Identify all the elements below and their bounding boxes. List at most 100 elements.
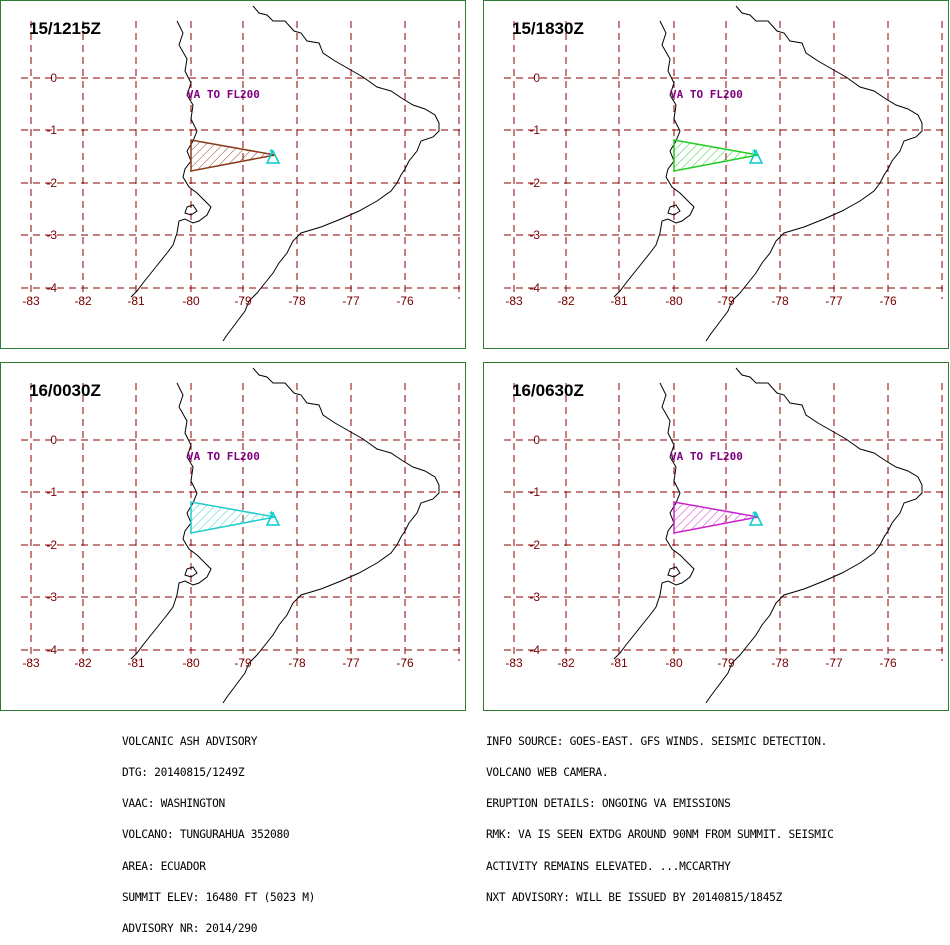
- latitude-label: -2: [46, 538, 57, 552]
- latitude-label: -3: [46, 228, 57, 242]
- coastline: [130, 5, 440, 342]
- panel-title: 15/1215Z: [29, 19, 101, 38]
- advisory-line: VOLCANO: TUNGURAHUA 352080: [122, 828, 290, 842]
- map-svg: * 0 -1 -2 -3 -4 -83 -82 -81 -80 -79 -78 -77 -76: [21, 5, 463, 342]
- ash-cloud-polygon: [190, 139, 276, 172]
- coastline: [613, 367, 923, 704]
- longitude-label: -81: [127, 656, 145, 670]
- ash-cloud-polygon: [673, 139, 759, 172]
- latitude-label: 0: [50, 433, 57, 447]
- advisory-line: AREA: ECUADOR: [122, 859, 206, 873]
- svg-text:*: *: [752, 148, 758, 159]
- advisory-line: ADVISORY NR: 2014/290: [122, 922, 258, 936]
- longitude-label: -76: [879, 656, 897, 670]
- panel-1: * 0 -1 -2 -3 -4 -83 -82 -81 -80 -79 -78 -77 -76 15/12…: [0, 0, 466, 349]
- panel-title: 16/0630Z: [512, 381, 584, 400]
- latitude-label: -4: [529, 643, 540, 657]
- longitude-label: -81: [610, 656, 628, 670]
- coastline: [130, 367, 440, 704]
- latitude-label: -1: [46, 123, 57, 137]
- advisory-line: DTG: 20140815/1249Z: [122, 766, 245, 780]
- latitude-label: -3: [46, 590, 57, 604]
- advisory-line: ACTIVITY REMAINS ELEVATED. ...MCCARTHY: [486, 859, 731, 873]
- panel-title: 15/1830Z: [512, 19, 584, 38]
- longitude-label: -77: [342, 656, 360, 670]
- panel-3: * 0 -1 -2 -3 -4 -83 -82 -81 -80 -79 -78 -77 -76 16/00…: [0, 362, 466, 711]
- longitude-label: -79: [717, 294, 735, 308]
- latitude-label: -2: [529, 176, 540, 190]
- longitude-label: -82: [557, 656, 575, 670]
- latitude-label: 0: [50, 71, 57, 85]
- longitude-label: -77: [825, 294, 843, 308]
- latitude-label: 0: [533, 433, 540, 447]
- longitude-label: -77: [342, 294, 360, 308]
- ash-cloud-polygon: [190, 501, 276, 534]
- longitude-label: -81: [610, 294, 628, 308]
- latitude-label: -2: [529, 538, 540, 552]
- advisory-line: NXT ADVISORY: WILL BE ISSUED BY 20140815…: [486, 890, 783, 904]
- longitude-label: -78: [771, 294, 789, 308]
- panel-title: 16/0030Z: [29, 381, 101, 400]
- longitude-label: -80: [665, 656, 683, 670]
- longitude-label: -80: [182, 656, 200, 670]
- longitude-label: -83: [505, 294, 523, 308]
- longitude-label: -82: [557, 294, 575, 308]
- latitude-label: -3: [529, 228, 540, 242]
- advisory-line: SUMMIT ELEV: 16480 FT (5023 M): [122, 890, 316, 904]
- advisory-line: RMK: VA IS SEEN EXTDG AROUND 90NM FROM S…: [486, 828, 834, 842]
- advisory-right-text: INFO SOURCE: GOES-EAST. GFS WINDS. SEISM…: [486, 716, 834, 914]
- va-level-label: VA TO FL200: [187, 450, 260, 463]
- longitude-label: -78: [288, 656, 306, 670]
- latitude-label: -1: [529, 485, 540, 499]
- longitude-label: -83: [22, 294, 40, 308]
- coastline: [613, 5, 923, 342]
- volcano-marker-icon: *: [748, 510, 764, 526]
- svg-text:*: *: [269, 148, 275, 159]
- island: [667, 566, 681, 578]
- longitude-label: -80: [665, 294, 683, 308]
- svg-text:*: *: [269, 510, 275, 521]
- longitude-label: -77: [825, 656, 843, 670]
- longitude-label: -79: [234, 294, 252, 308]
- longitude-label: -78: [771, 656, 789, 670]
- island: [667, 204, 681, 216]
- island: [184, 566, 198, 578]
- latitude-label: -1: [529, 123, 540, 137]
- latitude-label: -4: [529, 281, 540, 295]
- va-level-label: VA TO FL200: [670, 88, 743, 101]
- longitude-label: -79: [234, 656, 252, 670]
- longitude-label: -80: [182, 294, 200, 308]
- longitude-label: -83: [505, 656, 523, 670]
- island: [184, 204, 198, 216]
- latitude-label: -1: [46, 485, 57, 499]
- longitude-label: -81: [127, 294, 145, 308]
- advisory-line: VAAC: WASHINGTON: [122, 797, 225, 811]
- advisory-line: ERUPTION DETAILS: ONGOING VA EMISSIONS: [486, 797, 731, 811]
- volcano-marker-icon: *: [265, 148, 281, 164]
- map-svg: * 0 -1 -2 -3 -4 -83 -82 -81 -80 -79 -78 -77 -76: [504, 5, 946, 342]
- svg-text:*: *: [752, 510, 758, 521]
- longitude-label: -76: [396, 294, 414, 308]
- longitude-label: -79: [717, 656, 735, 670]
- latitude-label: -4: [46, 281, 57, 295]
- panel-4: * 0 -1 -2 -3 -4 -83 -82 -81 -80 -79 -78 -77 -76 16/06…: [483, 362, 949, 711]
- longitude-label: -83: [22, 656, 40, 670]
- panel-2: * 0 -1 -2 -3 -4 -83 -82 -81 -80 -79 -78 -77 -76 15/18…: [483, 0, 949, 349]
- longitude-label: -78: [288, 294, 306, 308]
- latitude-label: -3: [529, 590, 540, 604]
- volcano-marker-icon: *: [265, 510, 281, 526]
- va-level-label: VA TO FL200: [187, 88, 260, 101]
- advisory-line: INFO SOURCE: GOES-EAST. GFS WINDS. SEISM…: [486, 734, 828, 748]
- volcano-marker-icon: *: [748, 148, 764, 164]
- map-svg: * 0 -1 -2 -3 -4 -83 -82 -81 -80 -79 -78 -77 -76: [21, 367, 463, 704]
- longitude-label: -82: [74, 294, 92, 308]
- latitude-label: -4: [46, 643, 57, 657]
- longitude-label: -76: [396, 656, 414, 670]
- advisory-line: VOLCANO WEB CAMERA.: [486, 766, 609, 780]
- advisory-left-text: VOLCANIC ASH ADVISORY DTG: 20140815/1249…: [122, 716, 315, 945]
- longitude-label: -76: [879, 294, 897, 308]
- latitude-label: -2: [46, 176, 57, 190]
- longitude-label: -82: [74, 656, 92, 670]
- va-level-label: VA TO FL200: [670, 450, 743, 463]
- advisory-line: VOLCANIC ASH ADVISORY: [122, 734, 258, 748]
